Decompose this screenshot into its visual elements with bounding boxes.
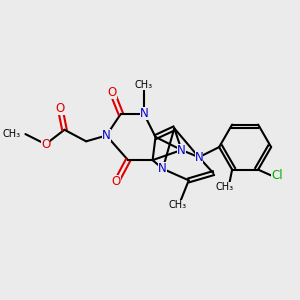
- Text: CH₃: CH₃: [168, 200, 186, 210]
- Text: N: N: [194, 151, 203, 164]
- Text: CH₃: CH₃: [216, 182, 234, 192]
- Text: CH₃: CH₃: [3, 129, 21, 139]
- Text: CH₃: CH₃: [135, 80, 153, 90]
- Text: O: O: [41, 138, 50, 151]
- Text: Cl: Cl: [271, 169, 283, 182]
- Text: N: N: [140, 107, 148, 120]
- Text: O: O: [107, 86, 117, 99]
- Text: N: N: [177, 143, 186, 157]
- Text: N: N: [158, 162, 167, 175]
- Text: N: N: [102, 129, 111, 142]
- Text: O: O: [56, 102, 65, 115]
- Text: O: O: [112, 175, 121, 188]
